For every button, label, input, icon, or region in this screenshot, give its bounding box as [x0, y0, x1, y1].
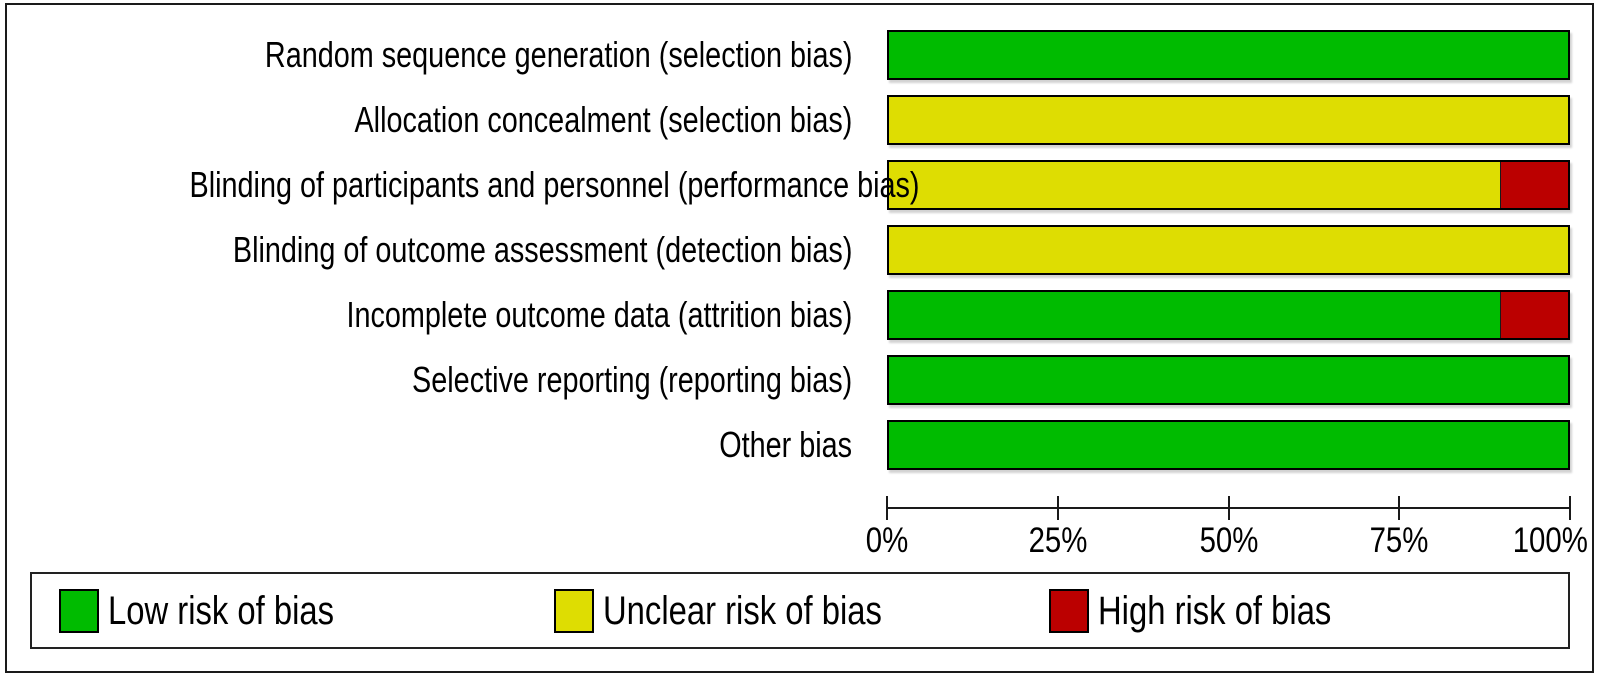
- category-label: Selective reporting (reporting bias): [7, 358, 852, 400]
- legend-swatch-low: [59, 588, 99, 633]
- table-row: Random sequence generation (selection bi…: [7, 22, 1592, 87]
- category-label: Random sequence generation (selection bi…: [7, 33, 852, 75]
- axis-tick-label: 50%: [1199, 521, 1258, 560]
- axis-tick: [1227, 496, 1230, 520]
- x-axis: 0% 25% 50% 75% 100%: [866, 496, 1588, 568]
- bar-track: [887, 289, 1570, 340]
- axis-tick-label: 25%: [1028, 521, 1088, 560]
- category-label: Blinding of participants and personnel (…: [7, 166, 920, 203]
- bar-segment-low: [889, 291, 1501, 338]
- legend-item: Low risk of bias: [32, 588, 527, 633]
- axis-tick: [886, 496, 888, 520]
- bar-segment-high: [1500, 291, 1568, 338]
- legend-swatch-unclear: [554, 588, 594, 633]
- category-label-text: Other bias: [719, 423, 852, 465]
- category-label: Allocation concealment (selection bias): [7, 98, 852, 140]
- risk-of-bias-chart: Random sequence generation (selection bi…: [7, 5, 1592, 568]
- axis-tick: [1398, 496, 1401, 520]
- bar-track: [887, 354, 1570, 405]
- table-row: Selective reporting (reporting bias): [7, 347, 1592, 412]
- table-row: Blinding of outcome assessment (detectio…: [7, 217, 1592, 282]
- legend-label: Unclear risk of bias: [603, 588, 882, 633]
- bar-segment-low: [889, 356, 1568, 403]
- legend-swatch-high: [1049, 588, 1089, 633]
- table-row: Incomplete outcome data (attrition bias): [7, 282, 1592, 347]
- bar-track: [887, 94, 1570, 145]
- legend-label: Low risk of bias: [108, 588, 335, 633]
- bar-segment-unclear: [889, 96, 1568, 143]
- category-label-text: Incomplete outcome data (attrition bias): [346, 293, 852, 335]
- category-label-text: Blinding of outcome assessment (detectio…: [232, 228, 852, 270]
- table-row: Allocation concealment (selection bias): [7, 87, 1592, 152]
- category-label: Blinding of outcome assessment (detectio…: [7, 228, 852, 270]
- category-label-text: Allocation concealment (selection bias): [354, 98, 852, 140]
- table-row: Other bias: [7, 412, 1592, 477]
- bar-segment-unclear: [889, 161, 1501, 208]
- category-label: Incomplete outcome data (attrition bias): [7, 293, 852, 335]
- category-label-text: Selective reporting (reporting bias): [411, 358, 852, 400]
- category-label-text: Random sequence generation (selection bi…: [264, 33, 852, 75]
- legend-item: Unclear risk of bias: [527, 588, 1022, 633]
- bar-track: [887, 419, 1570, 470]
- bar-track: [887, 29, 1570, 80]
- table-row: Blinding of participants and personnel (…: [7, 152, 1592, 217]
- axis-tick-label: 75%: [1369, 521, 1429, 560]
- bar-rows: Random sequence generation (selection bi…: [7, 22, 1592, 477]
- bar-track: [887, 224, 1570, 275]
- bar-segment-low: [889, 421, 1568, 468]
- category-label-text: Blinding of participants and personnel (…: [189, 163, 920, 205]
- bar-segment-unclear: [889, 226, 1568, 273]
- category-label: Other bias: [7, 423, 852, 465]
- legend-item: High risk of bias: [1022, 588, 1517, 633]
- axis-tick-label: 100%: [1512, 521, 1588, 560]
- axis-tick: [1056, 496, 1059, 520]
- legend: Low risk of bias Unclear risk of bias High…: [30, 572, 1570, 649]
- bar-segment-low: [889, 31, 1568, 78]
- axis-tick-label: 0%: [865, 521, 909, 560]
- legend-label: High risk of bias: [1098, 588, 1332, 633]
- bar-segment-high: [1500, 161, 1568, 208]
- bar-track: [887, 159, 1570, 210]
- axis-tick: [1569, 496, 1571, 520]
